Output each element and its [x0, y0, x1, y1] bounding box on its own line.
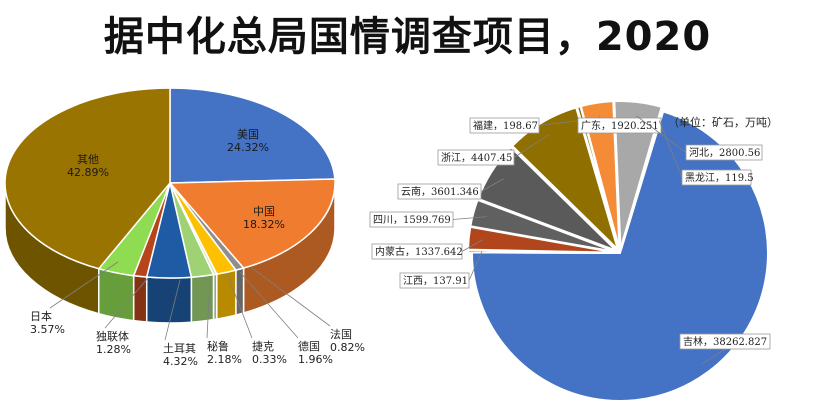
left-leader-line-3: [239, 271, 299, 339]
left-pie-value-8: 3.57%: [30, 323, 65, 336]
left-pie-value-5: 2.18%: [207, 353, 242, 366]
left-leader-line-7: [104, 277, 149, 329]
right-unit-label: （单位：矿石，万吨）: [668, 115, 778, 129]
right-callout-box-0: [679, 333, 771, 350]
right-callout-box-6: [469, 117, 540, 134]
right-leader-line-5: [513, 134, 550, 158]
left-pie-label-5: 秘鲁: [207, 339, 229, 353]
right-callout-label-4: 云南，3601.346: [401, 185, 479, 198]
right-callout-label-5: 浙江，4407.45: [441, 152, 512, 164]
left-pie-value-3: 1.96%: [298, 353, 333, 366]
left-pie-value-1: 18.32%: [243, 218, 285, 231]
right-leader-line-6: [538, 119, 583, 126]
right-leader-line-1: [468, 251, 483, 281]
right-callout-label-8: 河北，2800.56: [689, 147, 760, 159]
left-pie-slice-0: [169, 87, 336, 184]
left-leader-line-8: [49, 261, 119, 309]
right-callout-label-9: 黑龙江，119.5: [685, 171, 754, 184]
left-pie-value-6: 4.32%: [163, 355, 198, 368]
right-pie-chart: 吉林，38262.827 江西，137.91 内蒙古，1337.642 四川，1599…: [369, 100, 778, 402]
left-pie-value-0: 24.32%: [227, 141, 269, 154]
left-pie-value-7: 1.28%: [96, 343, 131, 356]
right-leader-line-0: [701, 348, 726, 365]
left-pie-label-9: 其他: [77, 153, 99, 166]
right-callout-label-7: 广东，1920.251: [581, 119, 659, 132]
left-leader-line-5: [206, 277, 211, 339]
right-callout-box-8: [685, 144, 763, 161]
left-leader-line-4: [227, 275, 253, 339]
right-callout-box-1: [399, 272, 470, 289]
left-pie-side-7: [132, 274, 148, 323]
right-callout-box-9: [681, 169, 752, 186]
left-pie-slice-9: [4, 87, 171, 270]
left-pie-label-3: 德国: [298, 339, 320, 353]
left-pie-label-2: 法国: [330, 327, 352, 341]
right-callout-box-3: [369, 211, 454, 228]
left-pie-label-1: 中国: [253, 205, 275, 218]
right-callout-label-3: 四川，1599.769: [373, 215, 451, 226]
left-pie-label-8: 日本: [30, 309, 52, 323]
right-pie-slice-9: [620, 105, 666, 250]
right-callout-box-2: [371, 243, 463, 260]
left-pie-label-7: 独联体: [96, 329, 129, 343]
page-title: 据中化总局国情调查项目，2020: [103, 14, 712, 60]
left-pie-slice-1: [168, 178, 336, 269]
left-pie-label-0: 美国: [237, 128, 259, 141]
left-pie-value-2: 0.82%: [330, 341, 365, 354]
right-pie-slice-7: [579, 100, 621, 250]
left-leader-line-6: [164, 279, 181, 341]
right-leader-line-3: [452, 216, 487, 220]
right-callout-label-2: 内蒙古，1337.642: [375, 245, 463, 258]
left-pie-value-4: 0.33%: [252, 353, 287, 366]
left-pie-value-9: 42.89%: [67, 166, 109, 179]
right-callout-label-6: 福建，198.67: [473, 119, 538, 132]
right-pie-slice-5: [510, 106, 620, 253]
right-pie-slice-3: [469, 198, 617, 253]
left-pie-side-6: [145, 276, 193, 324]
left-pie-label-4: 捷克: [252, 339, 274, 353]
right-leader-line-8: [636, 115, 687, 153]
right-leader-line-2: [461, 239, 483, 252]
left-pie-side-8: [98, 267, 135, 322]
left-pie-label-6: 土耳其: [163, 342, 196, 355]
right-callout-label-1: 江西，137.91: [403, 275, 468, 287]
right-leader-line-9: [658, 120, 683, 178]
right-callout-label-0: 吉林，38262.827: [683, 335, 767, 348]
left-pie-side-3: [216, 269, 237, 320]
right-callout-box-4: [397, 183, 482, 200]
left-leader-line-2: [251, 267, 331, 327]
right-leader-line-4: [480, 178, 504, 192]
right-callout-box-5: [437, 149, 515, 166]
